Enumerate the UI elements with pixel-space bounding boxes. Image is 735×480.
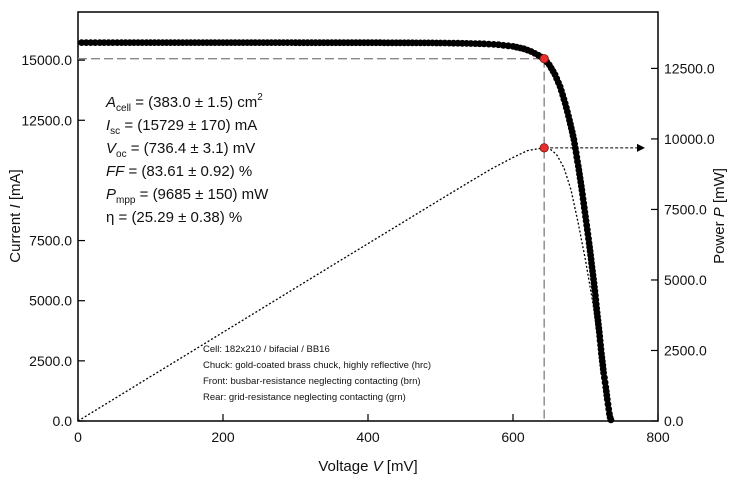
parameter-block: Acell = (383.0 ± 1.5) cm2 Isc = (15729 ±… xyxy=(105,92,269,226)
param-voc-value: = (736.4 ± 3.1) mV xyxy=(127,140,256,157)
param-pmpp: Pmpp = (9685 ± 150) mW xyxy=(106,186,269,206)
y-left-tick-label-1: 2500.0 xyxy=(29,353,72,369)
y-right-tick-label-2: 5000.0 xyxy=(664,272,707,288)
note-rear: Rear: grid-resistance neglecting contact… xyxy=(203,392,406,403)
param-area-sub: cell xyxy=(116,103,131,114)
y-right-tick-label-3: 7500.0 xyxy=(664,201,707,217)
param-pmpp-value: = (9685 ± 150) mW xyxy=(135,186,269,203)
param-isc-value: = (15729 ± 170) mA xyxy=(120,117,257,134)
x-axis-title-unit: [mV] xyxy=(383,458,418,475)
param-voc-symbol: V xyxy=(106,140,118,157)
iv-point xyxy=(490,41,498,48)
param-area-value: = (383.0 ± 1.5) cm xyxy=(131,94,257,111)
param-pmpp-symbol: P xyxy=(106,186,116,203)
x-tick-label-2: 400 xyxy=(356,429,380,445)
note-cell: Cell: 182x210 / bifacial / BB16 xyxy=(203,344,330,355)
note-chuck: Chuck: gold-coated brass chuck, highly r… xyxy=(203,360,431,371)
param-isc-symbol: I xyxy=(106,117,110,134)
y-left-tick-label-3: 7500.0 xyxy=(29,233,72,249)
mpp-power-marker xyxy=(539,143,549,153)
x-axis-title: Voltage V [mV] xyxy=(318,458,417,475)
y-axis-right-title-main: Power xyxy=(711,217,728,264)
measurement-notes: Cell: 182x210 / bifacial / BB16 Chuck: g… xyxy=(203,344,431,403)
x-tick-label-0: 0 xyxy=(74,429,82,445)
iv-point xyxy=(499,41,507,49)
y-axis-right-title-unit: [mW] xyxy=(711,168,728,207)
param-ff-symbol: FF xyxy=(106,163,125,180)
x-tick-label-1: 200 xyxy=(211,429,235,445)
y-left-tick-label-4: 12500.0 xyxy=(21,112,72,128)
param-isc: Isc = (15729 ± 170) mA xyxy=(106,117,257,137)
y-axis-left-title: Current I [mA] xyxy=(7,169,24,262)
param-isc-sub: sc xyxy=(110,126,120,137)
param-pmpp-sub: mpp xyxy=(116,195,136,206)
param-voc-sub: oc xyxy=(116,149,127,160)
y-left-tick-label-0: 0.0 xyxy=(53,413,73,429)
iv-point xyxy=(480,40,488,48)
y-right-tick-label-1: 2500.0 xyxy=(664,342,707,358)
y-right-tick-label-0: 0.0 xyxy=(664,413,684,429)
x-tick-label-3: 600 xyxy=(501,429,525,445)
y-right-tick-label-5: 12500.0 xyxy=(664,60,715,76)
param-area-symbol: A xyxy=(105,94,116,111)
y-axis-left-title-unit: [mA] xyxy=(7,169,24,204)
param-eta-value: = (25.29 ± 0.38) % xyxy=(114,209,242,226)
y-axis-left-title-main: Current xyxy=(7,209,24,263)
param-ff-value: = (83.61 ± 0.92) % xyxy=(124,163,252,180)
param-eta: η = (25.29 ± 0.38) % xyxy=(106,209,242,226)
y-left-tick-label-2: 5000.0 xyxy=(29,293,72,309)
param-area: Acell = (383.0 ± 1.5) cm2 xyxy=(105,92,263,114)
mpp-current-marker xyxy=(539,54,549,64)
x-tick-label-4: 800 xyxy=(646,429,670,445)
y-axis-right-title-symbol: P xyxy=(711,207,728,217)
param-voc: Voc = (736.4 ± 3.1) mV xyxy=(106,140,255,160)
param-eta-symbol: η xyxy=(106,209,114,226)
param-ff: FF = (83.61 ± 0.92) % xyxy=(106,163,252,180)
y-axis-left-title-symbol: I xyxy=(7,204,24,208)
iv-point xyxy=(607,416,615,424)
power-curve xyxy=(77,147,612,422)
param-area-sup: 2 xyxy=(257,92,263,103)
x-axis-title-symbol: V xyxy=(373,458,385,475)
y-axis-right-title: Power P [mW] xyxy=(711,168,728,264)
x-axis-title-main: Voltage xyxy=(318,458,372,475)
note-front: Front: busbar-resistance neglecting cont… xyxy=(203,376,421,387)
y-right-tick-label-4: 10000.0 xyxy=(664,131,715,147)
y-left-tick-label-5: 15000.0 xyxy=(21,52,72,68)
iv-point xyxy=(485,40,493,48)
